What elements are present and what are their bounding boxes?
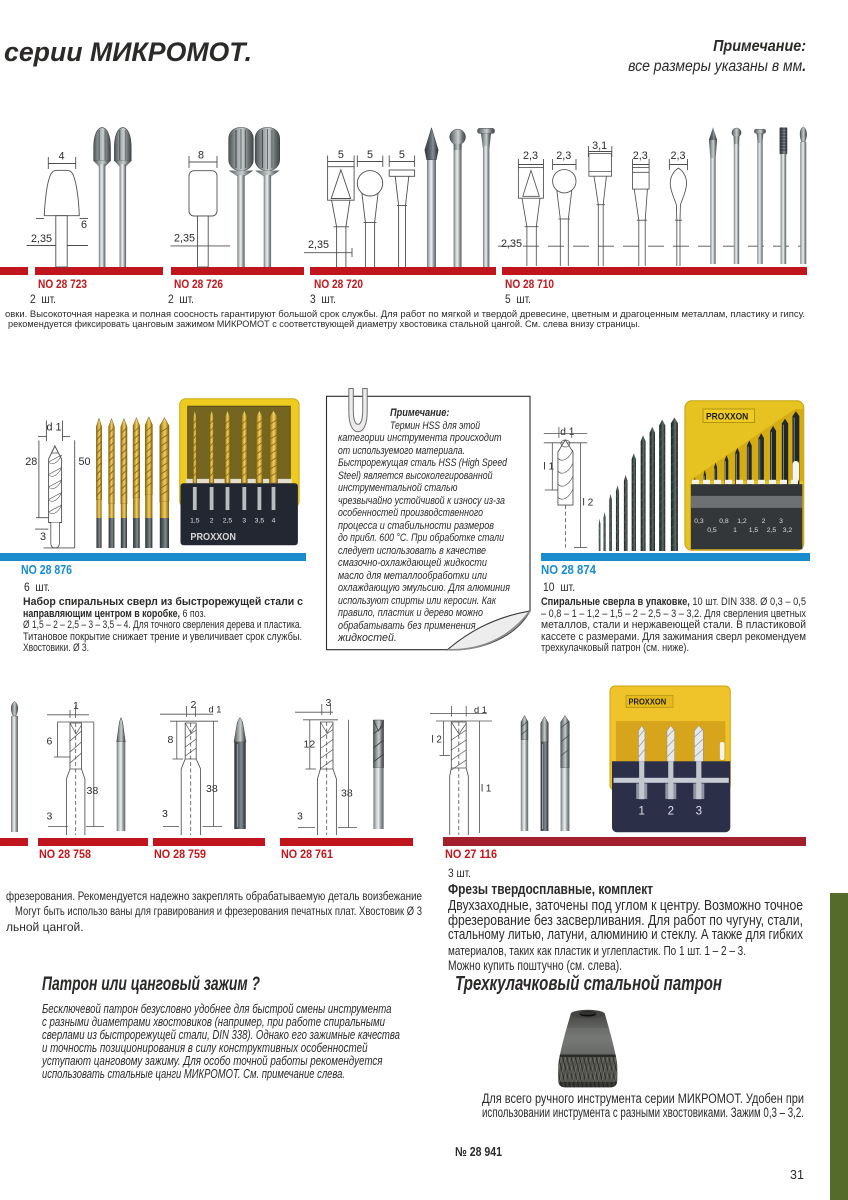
svg-text:2,35: 2,35 (308, 239, 329, 251)
svg-text:2,3: 2,3 (670, 150, 685, 162)
svg-text:1: 1 (73, 700, 79, 712)
svg-text:l 2: l 2 (583, 498, 594, 509)
svg-text:l 1: l 1 (481, 784, 491, 795)
svg-text:3,2: 3,2 (783, 527, 793, 534)
svg-text:3: 3 (242, 518, 246, 525)
svg-text:8: 8 (168, 734, 174, 746)
svg-text:d 1: d 1 (560, 427, 574, 438)
svg-text:d 1: d 1 (47, 422, 62, 434)
svg-text:2,35: 2,35 (31, 233, 52, 245)
svg-text:2: 2 (191, 699, 197, 711)
svg-text:PROXXON: PROXXON (706, 411, 748, 421)
svg-text:5: 5 (338, 149, 344, 161)
svg-text:d 1: d 1 (209, 705, 222, 715)
svg-text:0,3: 0,3 (694, 518, 704, 525)
svg-text:38: 38 (341, 788, 353, 800)
svg-text:2,3: 2,3 (556, 150, 571, 162)
svg-text:1,5: 1,5 (749, 527, 759, 534)
svg-text:0,8: 0,8 (719, 518, 729, 525)
svg-text:3,1: 3,1 (592, 140, 607, 152)
svg-text:3: 3 (696, 806, 702, 818)
svg-text:3: 3 (47, 811, 53, 823)
svg-text:2,3: 2,3 (523, 150, 538, 162)
svg-text:5: 5 (367, 149, 373, 161)
svg-text:1: 1 (638, 806, 644, 818)
svg-text:2,5: 2,5 (767, 527, 777, 534)
svg-text:3: 3 (40, 531, 46, 543)
svg-text:2,35: 2,35 (501, 238, 522, 250)
svg-text:d 1: d 1 (474, 705, 487, 715)
svg-text:28: 28 (25, 456, 37, 468)
svg-text:2,35: 2,35 (174, 233, 195, 245)
svg-text:2,5: 2,5 (223, 518, 233, 525)
svg-text:1,2: 1,2 (737, 518, 747, 525)
svg-text:PROXXON: PROXXON (628, 697, 666, 706)
svg-text:0,5: 0,5 (707, 527, 717, 534)
svg-text:38: 38 (206, 783, 218, 795)
svg-text:6: 6 (47, 736, 53, 748)
svg-text:2: 2 (668, 806, 674, 818)
svg-text:3: 3 (779, 518, 783, 525)
svg-text:38: 38 (87, 785, 99, 797)
svg-text:8: 8 (198, 150, 204, 162)
svg-text:l 2: l 2 (432, 735, 442, 746)
svg-text:3: 3 (162, 808, 168, 820)
svg-text:1,5: 1,5 (190, 518, 200, 525)
svg-text:PROXXON: PROXXON (190, 532, 236, 543)
svg-text:l 1: l 1 (543, 462, 554, 473)
svg-text:2: 2 (210, 518, 214, 525)
svg-text:1: 1 (733, 527, 737, 534)
svg-text:3,5: 3,5 (255, 518, 265, 525)
svg-text:3: 3 (326, 697, 332, 709)
svg-text:50: 50 (79, 456, 91, 468)
svg-text:2: 2 (762, 518, 766, 525)
svg-text:2,3: 2,3 (633, 150, 648, 162)
svg-text:3: 3 (297, 811, 303, 823)
svg-text:6: 6 (81, 219, 87, 231)
svg-text:4: 4 (59, 151, 65, 163)
svg-text:4: 4 (272, 518, 276, 525)
svg-text:5: 5 (399, 149, 405, 161)
